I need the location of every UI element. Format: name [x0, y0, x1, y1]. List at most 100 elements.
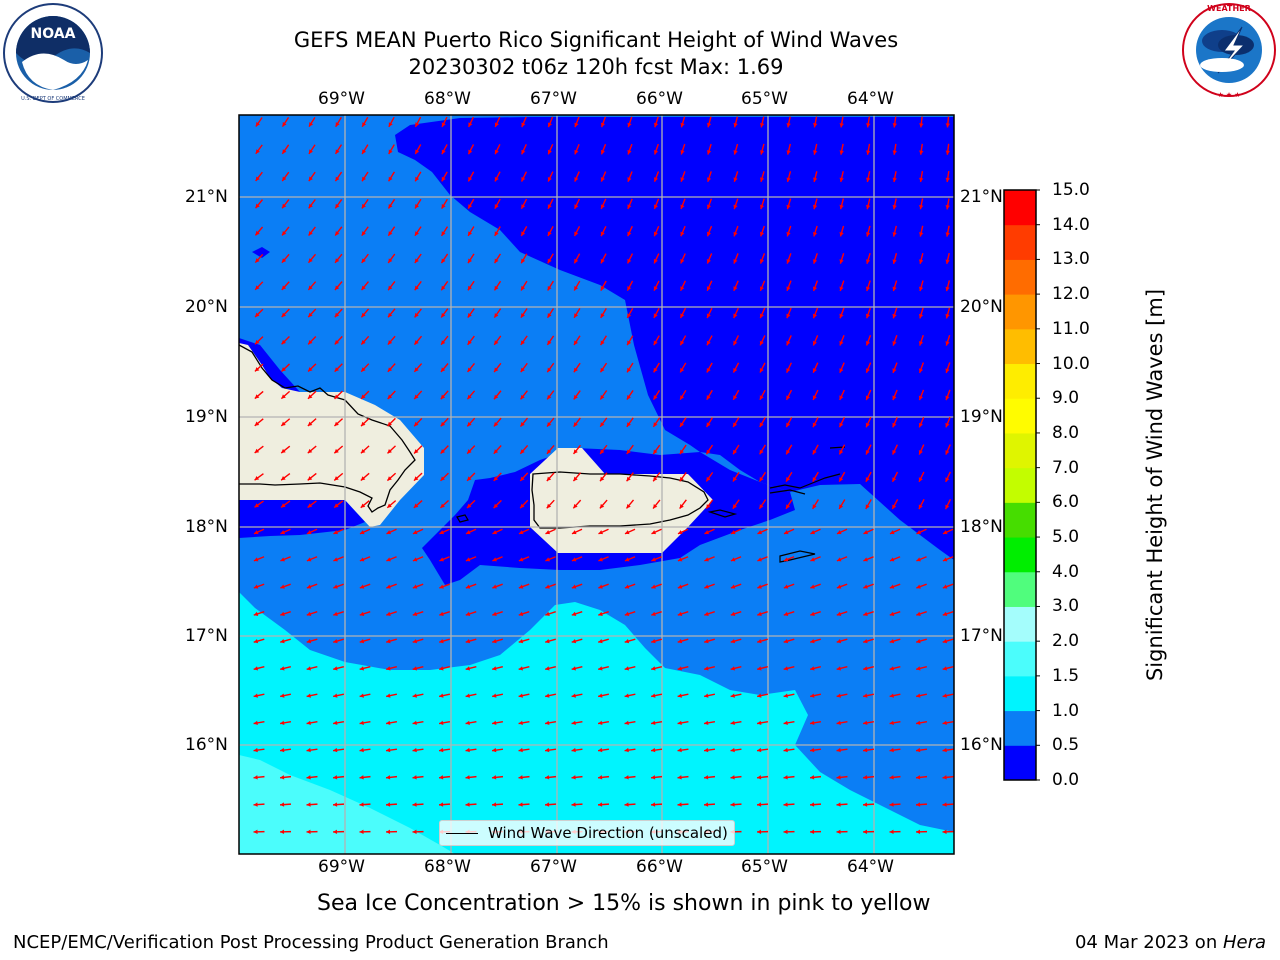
wave-direction-arrowhead: [704, 639, 709, 644]
wave-direction-arrowhead: [812, 286, 818, 291]
wave-direction-arrowhead: [282, 203, 287, 209]
wave-direction-arrowhead: [441, 312, 446, 318]
wave-direction-arrowhead: [945, 232, 950, 237]
wave-direction-arrowhead: [624, 775, 629, 780]
colorbar-segment: [1004, 745, 1036, 781]
wave-direction-arrowhead: [412, 557, 418, 562]
wave-direction-arrowhead: [627, 313, 632, 318]
wave-direction-arrowhead: [942, 611, 948, 616]
wave-direction-arrowhead: [465, 584, 471, 589]
wave-direction-arrowhead: [918, 504, 923, 510]
colorbar-tick-label: 3.0: [1052, 596, 1080, 617]
wave-direction-arrowhead: [280, 829, 285, 835]
wave-direction-arrowhead: [359, 557, 365, 562]
wave-direction-arrowhead: [307, 421, 313, 426]
wave-direction-arrowhead: [839, 123, 844, 128]
wave-direction-arrowhead: [892, 341, 897, 346]
wave-direction-arrowhead: [467, 367, 472, 372]
wave-direction-arrowhead: [307, 503, 313, 508]
colorbar-segment: [1004, 467, 1036, 503]
wave-direction-arrowhead: [759, 422, 764, 428]
wave-direction-arrowhead: [467, 313, 472, 318]
wave-direction-arrowhead: [520, 449, 525, 454]
wave-direction-arrowhead: [306, 802, 311, 807]
wave-direction-arrowhead: [359, 775, 364, 780]
wave-direction-arrowhead: [863, 530, 869, 535]
wave-direction-arrowhead: [945, 450, 950, 455]
wave-direction-arrowhead: [600, 204, 605, 209]
wave-band-0.0-0.5-south-hispaniola: [239, 500, 365, 538]
wave-direction-arrowhead: [388, 285, 393, 291]
wave-direction-arrowhead: [945, 259, 950, 264]
wave-direction-arrowhead: [308, 231, 313, 236]
wave-direction-arrowhead: [281, 367, 286, 372]
colorbar-tick-label: 6.0: [1052, 492, 1080, 513]
wave-direction-arrowhead: [571, 611, 577, 616]
wave-direction-arrowhead: [439, 584, 444, 589]
wave-direction-arrowhead: [465, 666, 471, 671]
wave-direction-arrowhead: [836, 693, 841, 698]
wave-direction-arrowhead: [651, 530, 657, 535]
wave-direction-arrowhead: [836, 530, 842, 535]
legend-label: Wind Wave Direction (unscaled): [488, 824, 728, 842]
wave-direction-arrowhead: [810, 639, 815, 644]
wave-direction-arrowhead: [253, 775, 258, 780]
wave-direction-arrowhead: [892, 504, 897, 510]
wave-direction-arrowhead: [653, 340, 658, 346]
wave-direction-arrowhead: [760, 122, 765, 128]
wave-direction-arrowhead: [706, 504, 711, 509]
wave-direction-arrowhead: [360, 476, 366, 481]
wave-direction-arrowhead: [333, 720, 338, 726]
wave-direction-arrowhead: [916, 693, 921, 698]
wave-direction-arrowhead: [786, 504, 791, 509]
wave-direction-arrowhead: [465, 775, 470, 780]
wave-direction-arrowhead: [706, 313, 711, 319]
wave-direction-arrowhead: [942, 775, 947, 780]
wave-direction-arrowhead: [942, 802, 947, 807]
wave-direction-arrowhead: [518, 584, 524, 589]
wave-direction-arrowhead: [518, 611, 524, 616]
wave-direction-arrowhead: [309, 122, 314, 127]
wave-direction-arrowhead: [571, 584, 577, 589]
colorbar-segment: [1004, 294, 1036, 330]
wave-direction-arrowhead: [492, 775, 497, 780]
wave-direction-arrowhead: [571, 530, 577, 535]
wave-direction-arrowhead: [810, 720, 815, 726]
wave-direction-arrowhead: [916, 557, 921, 562]
wave-direction-arrowhead: [494, 367, 499, 373]
lat-right-label: 19°N: [960, 407, 1003, 427]
colorbar-frame: [1003, 189, 1037, 781]
wave-direction-arrowhead: [414, 231, 419, 236]
wave-direction-arrowhead: [386, 584, 391, 589]
wave-direction-arrowhead: [626, 476, 631, 482]
colorbar-segment: [1004, 675, 1036, 712]
wave-direction-arrowhead: [254, 421, 260, 426]
wave-direction-arrowhead: [889, 693, 894, 698]
wave-direction-arrowhead: [916, 747, 921, 753]
wave-direction-arrowhead: [733, 286, 738, 291]
wave-direction-arrowhead: [574, 258, 579, 264]
wave-direction-arrowhead: [889, 829, 894, 835]
wave-direction-arrowhead: [812, 504, 817, 509]
wave-direction-arrowhead: [892, 313, 897, 319]
wave-direction-arrowhead: [254, 503, 260, 508]
wave-direction-arrowhead: [706, 231, 711, 237]
wave-direction-arrowhead: [863, 611, 868, 616]
wave-direction-arrowhead: [653, 367, 658, 373]
wave-direction-arrowhead: [386, 611, 391, 616]
wave-direction-arrowhead: [280, 639, 285, 644]
colorbar-tick-label: 15.0: [1052, 180, 1090, 200]
wave-direction-arrowhead: [783, 802, 788, 807]
wave-direction-arrowhead: [836, 639, 842, 644]
lat-right-label: 18°N: [960, 517, 1003, 537]
wave-direction-arrowhead: [412, 775, 417, 780]
wave-direction-arrowhead: [388, 122, 393, 127]
wave-direction-arrowhead: [889, 557, 895, 562]
wave-direction-arrowhead: [730, 611, 736, 616]
wave-direction-arrowhead: [918, 313, 924, 319]
wave-direction-arrowhead: [439, 530, 445, 535]
wave-direction-arrowhead: [415, 176, 420, 182]
wave-direction-arrowhead: [333, 530, 339, 535]
wave-direction-arrowhead: [386, 639, 391, 644]
wave-direction-arrowhead: [651, 557, 656, 562]
